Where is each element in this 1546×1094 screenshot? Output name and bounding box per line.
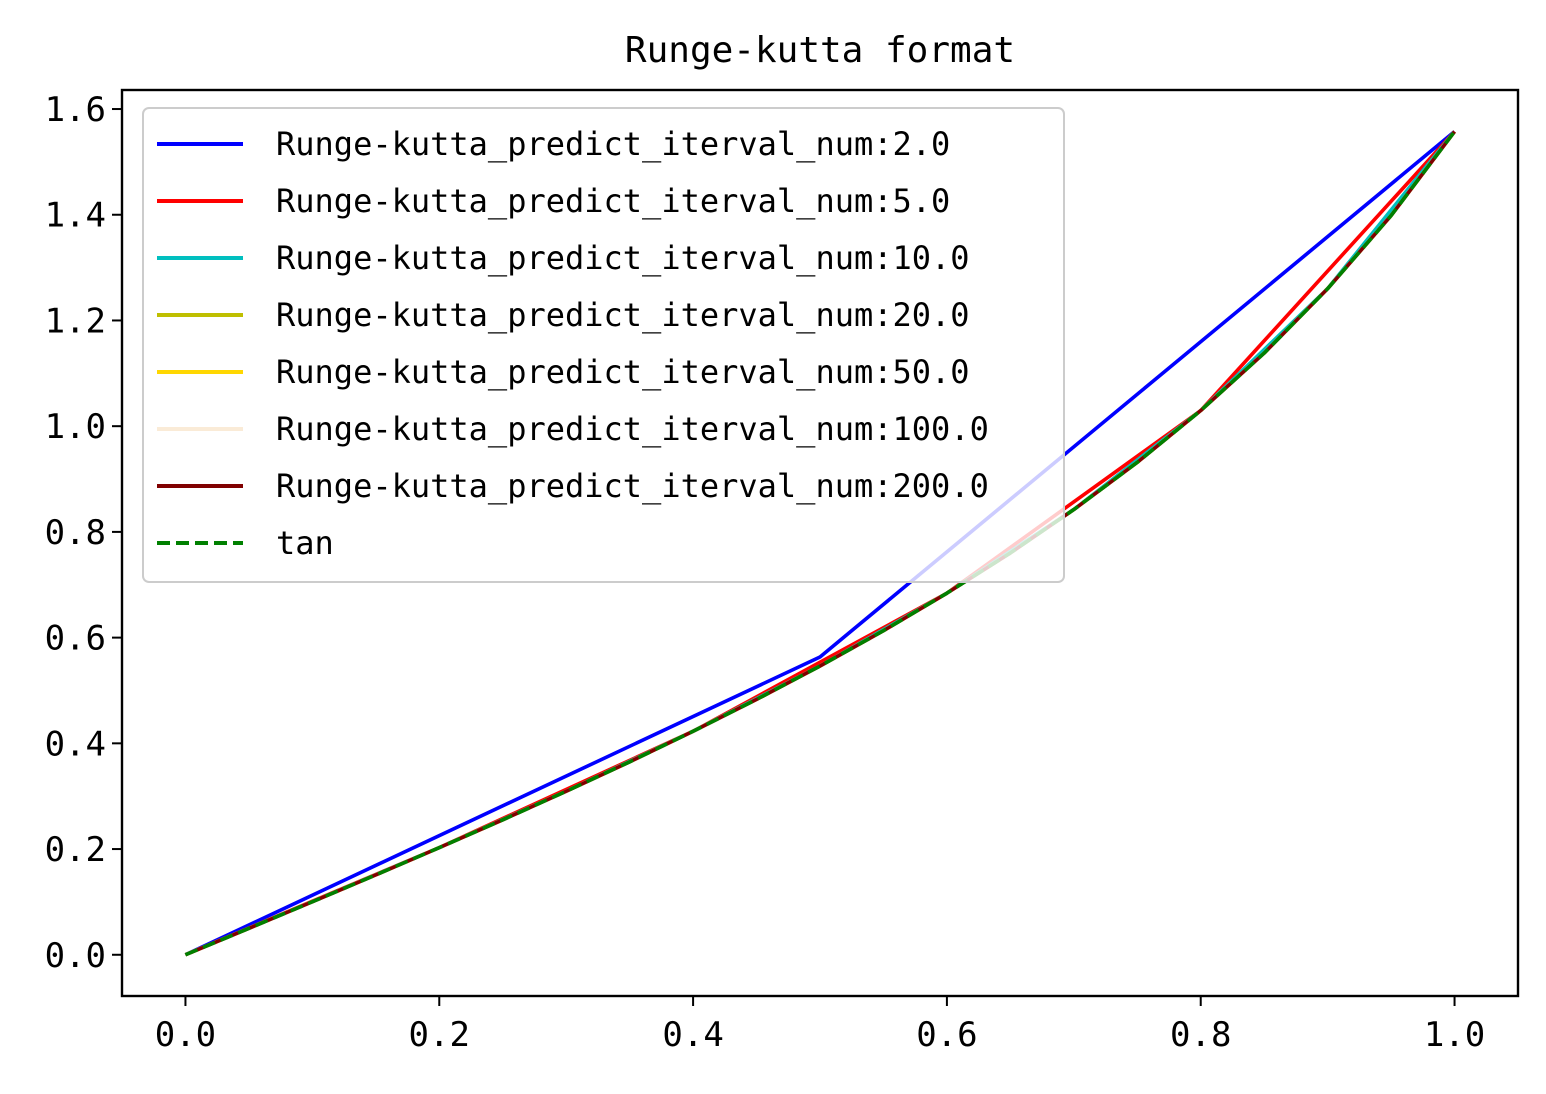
legend-label: Runge-kutta_predict_iterval_num:20.0 xyxy=(276,296,970,334)
legend-label: Runge-kutta_predict_iterval_num:50.0 xyxy=(276,353,970,391)
x-axis: 0.0 0.2 0.4 0.6 0.8 1.0 xyxy=(155,996,1485,1055)
series-line-0 xyxy=(184,130,1456,957)
y-tick-label: 0.0 xyxy=(45,936,106,976)
y-tick-label: 1.6 xyxy=(45,90,106,130)
y-axis: 0.0 0.2 0.4 0.6 0.8 1.0 1.2 1.4 1.6 xyxy=(45,90,122,976)
x-tick-label: 0.6 xyxy=(916,1015,977,1055)
y-tick-label: 1.4 xyxy=(45,196,106,236)
x-tick-label: 0.0 xyxy=(155,1015,216,1055)
x-tick-label: 0.8 xyxy=(1170,1015,1231,1055)
legend-label: Runge-kutta_predict_iterval_num:5.0 xyxy=(276,182,950,220)
series-layer xyxy=(184,130,1456,957)
y-tick-label: 0.8 xyxy=(45,513,106,553)
y-tick-label: 1.2 xyxy=(45,301,106,341)
legend-label: Runge-kutta_predict_iterval_num:10.0 xyxy=(276,239,970,277)
legend: Runge-kutta_predict_iterval_num:2.0 Runge… xyxy=(142,107,1065,583)
chart-title: Runge-kutta format xyxy=(625,30,1015,71)
y-tick-label: 0.2 xyxy=(45,830,106,870)
legend-label: Runge-kutta_predict_iterval_num:2.0 xyxy=(276,125,950,163)
series-line-7 xyxy=(184,130,1456,957)
x-tick-label: 0.4 xyxy=(662,1015,723,1055)
plot-frame xyxy=(120,88,1520,998)
legend-label: Runge-kutta_predict_iterval_num:200.0 xyxy=(276,467,989,505)
y-tick-label: 0.6 xyxy=(45,619,106,659)
y-tick-label: 0.4 xyxy=(45,724,106,764)
legend-label: Runge-kutta_predict_iterval_num:100.0 xyxy=(276,410,989,448)
legend-box xyxy=(142,107,1065,583)
legend-label: tan xyxy=(276,524,334,562)
x-tick-label: 0.2 xyxy=(409,1015,470,1055)
y-tick-label: 1.0 xyxy=(45,407,106,447)
x-tick-label: 1.0 xyxy=(1424,1015,1485,1055)
